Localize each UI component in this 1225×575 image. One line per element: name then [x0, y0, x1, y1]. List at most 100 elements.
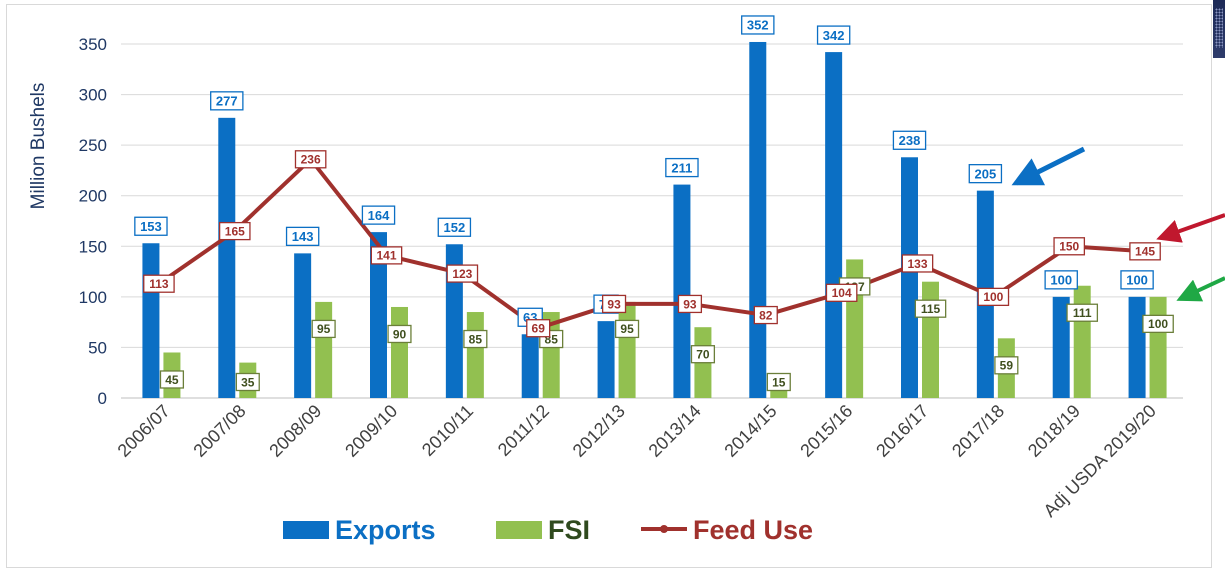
feed-use-data-label: 236	[294, 150, 327, 169]
svg-text:95: 95	[317, 322, 331, 336]
annotation-arrows	[1011, 146, 1225, 302]
fsi-bar	[1149, 296, 1167, 398]
svg-text:100: 100	[1050, 273, 1072, 288]
exports-bar	[1128, 296, 1146, 398]
svg-text:123: 123	[452, 267, 472, 281]
exports-data-label: 153	[134, 216, 168, 236]
svg-text:164: 164	[368, 208, 390, 223]
x-tick-label: 2008/09	[265, 401, 325, 461]
exports-bar	[673, 184, 691, 398]
svg-text:150: 150	[1059, 240, 1079, 254]
exports-bar	[749, 41, 767, 398]
x-tick-label: 2007/08	[189, 401, 249, 461]
legend-swatch	[283, 521, 329, 539]
x-tick-label: 2018/19	[1024, 401, 1084, 461]
exports-data-label: 100	[1044, 270, 1078, 290]
exports-bar	[901, 157, 918, 398]
exports-data-label: 352	[741, 15, 775, 35]
fsi-bar	[922, 281, 939, 398]
feed-use-data-label: 69	[526, 319, 551, 338]
legend-swatch	[496, 521, 542, 539]
feed-use-data-label: 104	[825, 283, 858, 302]
fsi-bar	[315, 301, 333, 398]
svg-text:143: 143	[292, 229, 314, 244]
legend: Exports FSI Feed Use	[283, 515, 813, 545]
svg-text:90: 90	[393, 327, 407, 341]
svg-text:165: 165	[225, 224, 245, 238]
data-labels: 1534527735143951649015285638576952117035…	[134, 15, 1174, 392]
fsi-data-label: 95	[311, 319, 336, 339]
svg-text:145: 145	[1135, 245, 1155, 259]
svg-text:141: 141	[376, 249, 396, 263]
exports-data-label: 342	[816, 25, 851, 45]
svg-text:100: 100	[1126, 273, 1148, 288]
svg-text:93: 93	[607, 297, 621, 311]
svg-text:352: 352	[747, 18, 769, 33]
fsi-data-label: 70	[690, 345, 716, 364]
fsi-data-label: 115	[914, 299, 947, 318]
y-axis-ticks: 0 50 100 150 200 250 300 350	[79, 35, 107, 408]
fsi-data-label: 111	[1066, 303, 1099, 322]
feed-use-data-label: 93	[601, 294, 627, 314]
svg-text:342: 342	[823, 28, 845, 43]
exports-bar	[597, 321, 615, 398]
x-tick-label: 2006/07	[114, 401, 174, 461]
fsi-data-label: 85	[463, 329, 488, 349]
y-tick-label: 100	[79, 288, 107, 307]
legend-label: Exports	[335, 515, 436, 545]
svg-text:277: 277	[216, 94, 238, 109]
exports-data-label: 164	[361, 205, 396, 225]
x-tick-label: 2010/11	[418, 401, 477, 460]
exports-bar	[142, 243, 160, 398]
svg-text:205: 205	[975, 166, 997, 181]
feed-use-data-label: 93	[677, 294, 703, 314]
svg-text:152: 152	[444, 220, 466, 235]
y-axis-label: Million Bushels	[28, 83, 49, 210]
feed-use-data-label: 145	[1129, 242, 1161, 261]
svg-text:111: 111	[1073, 306, 1092, 320]
feed-use-data-label: 165	[218, 221, 251, 241]
legend-item: Feed Use	[641, 515, 813, 545]
corner-decoration	[1213, 0, 1225, 58]
y-tick-label: 350	[79, 35, 107, 54]
y-tick-label: 0	[98, 389, 107, 408]
svg-text:70: 70	[696, 348, 710, 362]
exports-bar	[370, 232, 387, 398]
x-tick-label: 2015/16	[796, 401, 856, 461]
fsi-bar	[618, 301, 636, 398]
y-tick-label: 250	[79, 136, 107, 155]
svg-text:82: 82	[759, 308, 773, 322]
feed-use-data-label: 141	[370, 246, 403, 265]
legend-label: FSI	[548, 515, 590, 545]
x-tick-label: 2014/15	[720, 401, 780, 461]
exports-callout-arrow	[1011, 146, 1086, 186]
fsi-callout-arrow	[1176, 276, 1225, 302]
fsi-data-label: 95	[614, 319, 640, 339]
svg-text:85: 85	[469, 332, 483, 346]
svg-text:104: 104	[832, 286, 852, 300]
x-tick-label: 2013/14	[645, 401, 705, 461]
x-tick-label: 2012/13	[569, 401, 629, 461]
svg-text:236: 236	[301, 153, 321, 167]
legend-item: Exports	[283, 515, 436, 545]
exports-data-label: 152	[437, 217, 472, 237]
exports-data-label: 100	[1120, 270, 1154, 290]
svg-text:59: 59	[1000, 359, 1014, 373]
bars	[142, 41, 1167, 398]
svg-text:211: 211	[671, 160, 692, 175]
svg-text:69: 69	[532, 322, 546, 336]
exports-data-label: 277	[210, 91, 244, 111]
svg-text:15: 15	[772, 375, 786, 389]
feed-use-data-label: 82	[753, 305, 778, 325]
feed-use-data-label: 100	[977, 287, 1010, 307]
exports-bar	[1052, 296, 1070, 398]
fsi-bar	[1073, 285, 1091, 398]
feed-use-callout-arrow	[1156, 213, 1225, 243]
svg-text:45: 45	[165, 373, 179, 387]
exports-data-label: 143	[285, 226, 320, 247]
svg-text:95: 95	[620, 322, 634, 336]
x-axis-ticks: 2006/07 2007/08 2008/09 2009/10 2010/11 2011/…	[114, 401, 1160, 521]
x-tick-label: 2011/12	[494, 401, 553, 460]
feed-use-data-label: 113	[143, 274, 175, 293]
